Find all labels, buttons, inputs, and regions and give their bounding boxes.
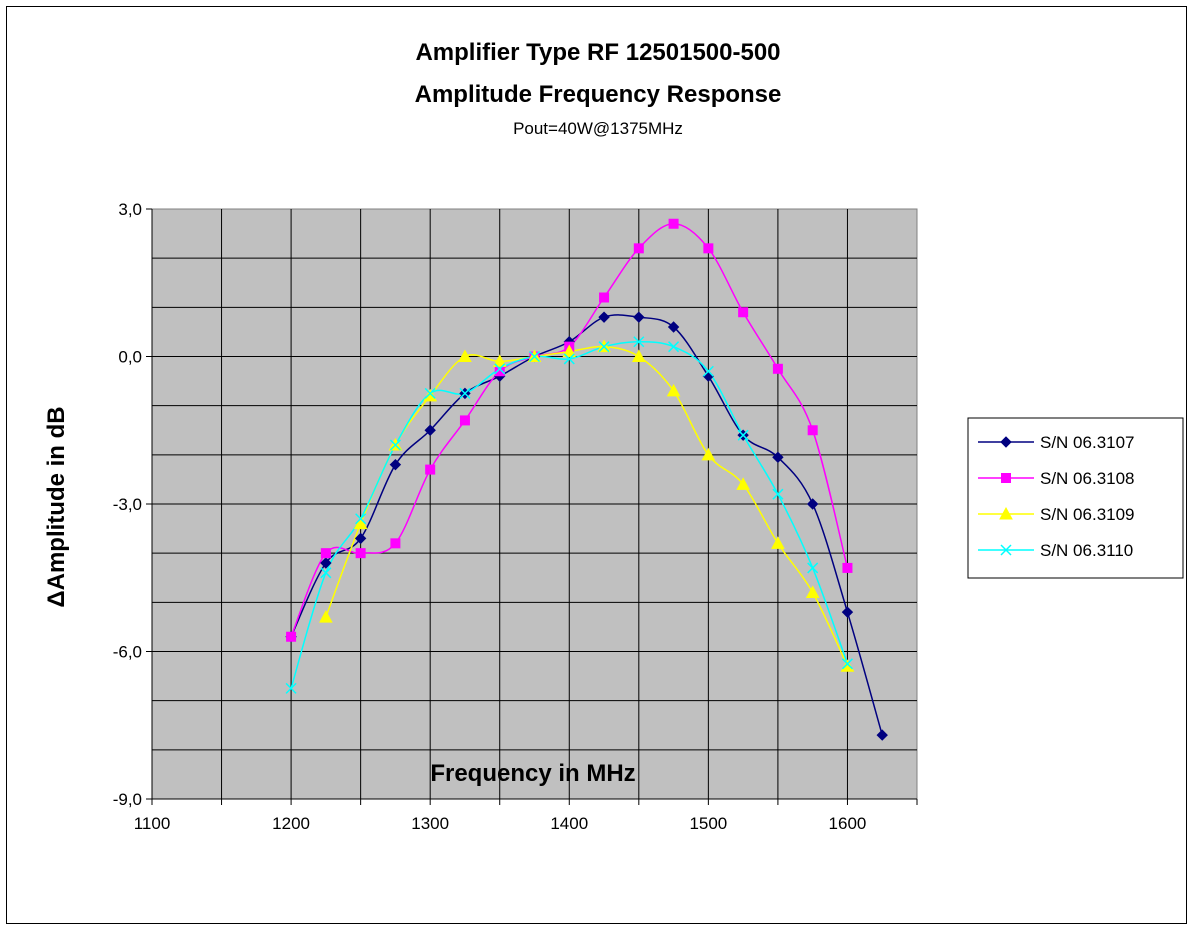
series-4-point [528,350,541,363]
series-4-point [598,341,610,353]
series-4-point [702,365,714,377]
series-1-point [633,311,645,323]
series-1-point [806,498,819,510]
series-4-point [807,562,819,574]
series-4-point [563,353,575,365]
y-tick-label: 3,0 [118,200,142,219]
x-tick-label: 1300 [411,814,449,833]
series-3-point [353,516,368,530]
series-2-point [459,415,470,426]
grid-lines [151,209,917,800]
series-2-point [668,218,679,229]
series-2-point [390,538,401,549]
series-2-point [599,292,610,303]
series-2-point [633,243,644,254]
series-4-point [389,439,401,451]
series-3-point [562,344,577,358]
series-4-point [633,336,645,348]
series-line-1 [290,314,883,736]
series-4-point [737,429,749,441]
x-tick-label: 1400 [550,814,588,833]
series-3-point [492,354,507,367]
x-axis-ticks: 1100 1200 1300 1400 1500 1600 [134,799,918,833]
series-4-point [668,341,680,353]
y-tick-label: -9,0 [113,790,142,809]
series-4-point [841,658,853,670]
series-1-point [598,311,610,323]
series-1-point [667,321,680,333]
series-2-point [286,631,297,642]
series-2-point [320,548,331,559]
legend-marker [1000,436,1012,448]
series-layer [285,218,888,741]
series-2-point [772,363,783,374]
series-1-point [354,532,367,545]
y-tick-label: 0,0 [118,348,142,367]
chart-title: Amplifier Type RF 12501500-500 [415,39,780,66]
x-axis-label: Frequency in MHz [430,760,635,787]
series-2-point [738,307,749,318]
series-4-point [772,488,784,500]
series-2-point [355,548,366,559]
series-2-point [807,425,818,436]
series-2-point [842,562,853,573]
series-3-point [805,585,820,598]
y-axis-ticks: 3,0 0,0 -3,0 -6,0 -9,0 [113,200,152,809]
series-2-point [703,243,714,254]
series-2-point [425,464,436,475]
series-1-point [389,458,402,471]
series-3-point [701,447,716,461]
series-3-point [631,349,646,362]
series-1-point [424,424,436,436]
series-3-point [666,383,681,397]
series-4-point [320,567,332,579]
chart-subtitle: Amplitude Frequency Response [415,81,782,108]
legend-label: S/N 06.3108 [1040,469,1135,488]
chart-note: Pout=40W@1375MHz [513,119,683,138]
y-tick-label: -3,0 [113,495,142,514]
series-3-point [458,349,472,362]
series-4-point [459,387,471,399]
legend-label: S/N 06.3109 [1040,505,1135,524]
legend-marker [1000,544,1012,556]
series-3-point [319,610,333,623]
x-tick-label: 1200 [272,814,310,833]
legend-marker [1001,473,1011,483]
series-3-point [736,477,750,490]
x-tick-label: 1600 [829,814,867,833]
series-4-point [494,363,506,375]
series-4-point [355,513,367,525]
y-tick-label: -6,0 [113,643,142,662]
series-1-point [841,606,854,618]
series-1-point [320,557,332,569]
series-3-point [771,536,785,549]
legend-marker [999,506,1013,520]
x-tick-label: 1500 [689,814,727,833]
legend: S/N 06.3107 S/N 06.3108 S/N 06.3109 S/N 06.… [967,417,1184,579]
series-1-point [772,451,784,463]
series-1-point [876,729,888,741]
legend-label: S/N 06.3110 [1040,541,1133,560]
y-axis-label: ΔAmplitude in dB [43,406,70,607]
legend-label: S/N 06.3107 [1040,433,1135,452]
x-tick-label: 1100 [134,814,171,833]
series-4-point [424,387,436,399]
series-4-point [285,682,297,694]
